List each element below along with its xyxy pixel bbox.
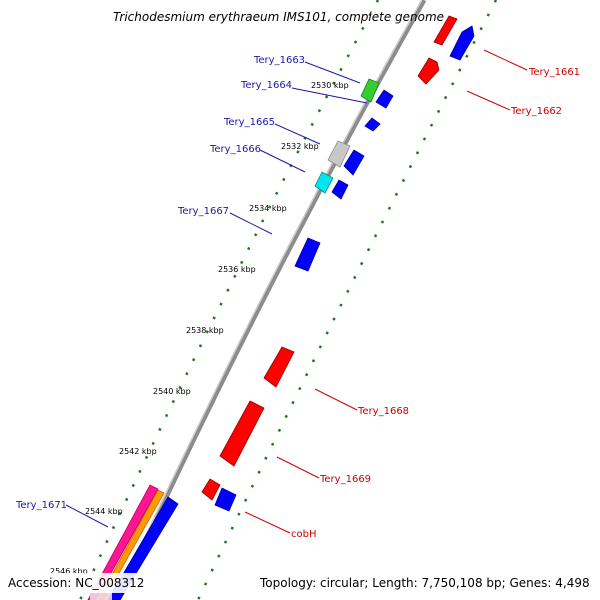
gene-arrow-tery-1664b bbox=[364, 117, 381, 132]
gene-label-tery-1661: Tery_1661 bbox=[528, 67, 580, 78]
accession-text: Accession: NC_008312 bbox=[8, 576, 144, 590]
gene-label-tery-1671: Tery_1671 bbox=[15, 500, 67, 511]
gene-arrow-tery-1662 bbox=[417, 57, 440, 85]
gene-label-tery-1662: Tery_1662 bbox=[510, 106, 562, 117]
gene-label-tery-1667: Tery_1667 bbox=[177, 206, 229, 217]
gene-arrow-tery-1661-blue bbox=[449, 25, 475, 61]
gene-arrow-tery-1669 bbox=[219, 400, 265, 467]
gene-label-tery-1668: Tery_1668 bbox=[357, 406, 409, 417]
gene-labels-left: Tery_1663 Tery_1664 Tery_1665 Tery_1666 … bbox=[15, 55, 305, 511]
label-connectors bbox=[65, 49, 528, 534]
gene-stripe-tery-1671-orange bbox=[97, 489, 165, 600]
topology-text: Topology: circular; Length: 7,750,108 bp… bbox=[259, 576, 590, 590]
kbp-scale: 2530 kbp 2532 kbp 2534 kbp 2536 kbp 2538… bbox=[50, 81, 349, 576]
gene-arrow-tery-1667 bbox=[294, 237, 321, 272]
gene-label-tery-1663: Tery_1663 bbox=[253, 55, 305, 66]
gene-arrow-tery-1661 bbox=[433, 15, 458, 46]
gene-stripe-tery-1671-pink bbox=[87, 484, 159, 600]
gene-arrow-tery-1668 bbox=[263, 346, 295, 388]
inner-dotted-track bbox=[78, 0, 380, 600]
kbp-label: 2542 kbp bbox=[119, 447, 157, 456]
outer-dotted-track bbox=[196, 0, 498, 600]
gene-arrow-tery-1665-blue bbox=[343, 149, 365, 176]
kbp-label: 2536 kbp bbox=[218, 265, 256, 274]
kbp-label: 2546 kbp bbox=[50, 567, 88, 576]
gene-label-tery-1664: Tery_1664 bbox=[240, 80, 292, 91]
gene-arrow-cobh bbox=[201, 478, 221, 501]
gene-label-tery-1669: Tery_1669 bbox=[319, 474, 371, 485]
kbp-label: 2544 kbp bbox=[85, 507, 123, 516]
kbp-label: 2530 kbp bbox=[311, 81, 349, 90]
map-title: Trichodesmium erythraeum IMS101, complet… bbox=[113, 10, 444, 24]
gene-label-tery-1665: Tery_1665 bbox=[223, 117, 275, 128]
gene-box-tery-1666 bbox=[314, 171, 334, 194]
gene-arrow-tery-1664 bbox=[375, 89, 394, 109]
kbp-label: 2540 kbp bbox=[153, 387, 191, 396]
gene-arrow-cobh-blue bbox=[214, 487, 237, 512]
gene-label-tery-1666: Tery_1666 bbox=[209, 144, 261, 155]
kbp-label: 2534 kbp bbox=[249, 204, 287, 213]
gene-features bbox=[87, 15, 475, 600]
gene-box-tery-1663 bbox=[360, 78, 380, 103]
gene-labels-right: Tery_1661 Tery_1662 Tery_1668 Tery_1669 … bbox=[291, 67, 580, 540]
kbp-label: 2532 kbp bbox=[281, 142, 319, 151]
accession-bg bbox=[4, 573, 147, 593]
gene-box-tery-1665 bbox=[327, 140, 351, 168]
kbp-label: 2538 kbp bbox=[186, 326, 224, 335]
gene-arrow-tery-1666-blue bbox=[331, 179, 349, 200]
topology-bg bbox=[256, 573, 596, 593]
gene-label-cobh: cobH bbox=[291, 529, 316, 540]
